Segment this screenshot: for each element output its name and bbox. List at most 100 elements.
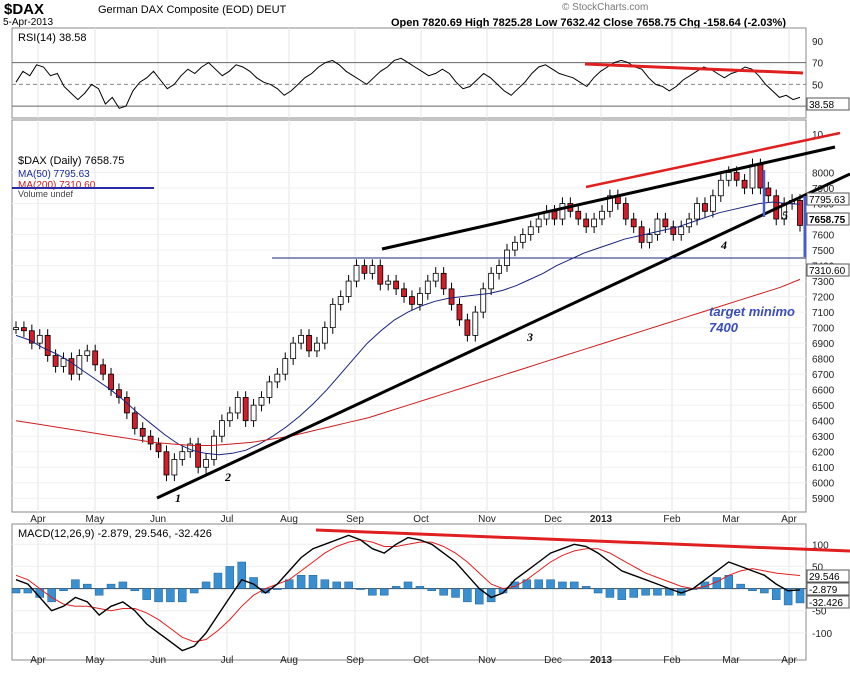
price-candle: [147, 435, 154, 445]
y-tick-label: -100: [812, 629, 832, 640]
macd-legend: MACD(12,26,9) -2.879, 29.546, -32.426: [18, 528, 212, 540]
x-tick-label: Oct: [413, 514, 429, 525]
macd-histogram-bar: [736, 583, 745, 589]
macd-histogram-bar: [534, 579, 543, 589]
price-candle: [757, 164, 764, 189]
y-tick-label: 6100: [812, 463, 835, 474]
price-candle: [385, 280, 392, 285]
macd-histogram-bar: [771, 588, 781, 600]
macd-line: [15, 534, 801, 652]
macd-histogram-bar: [368, 588, 377, 596]
price-candle: [218, 420, 225, 437]
price-candle: [464, 319, 471, 336]
macd-histogram-bar: [617, 588, 627, 600]
price-candle: [472, 311, 479, 336]
macd-histogram-bar: [356, 588, 365, 590]
y-tick-label: 7500: [812, 246, 835, 257]
price-candle: [717, 179, 724, 197]
price-divergence-line: [585, 131, 841, 189]
price-candle: [678, 226, 685, 235]
symbol-title: $DAX: [4, 1, 45, 18]
x-tick-label: Jul: [221, 655, 234, 666]
macd-histogram-bar: [593, 588, 603, 594]
price-candle: [139, 428, 146, 437]
macd-histogram-bar: [201, 581, 211, 589]
y-tick-label: -50: [812, 607, 827, 618]
y-tick-label: 8000: [812, 169, 835, 180]
price-candle: [36, 334, 43, 344]
macd-last-box: [806, 569, 850, 583]
ma200-line: [15, 278, 801, 446]
macd-histogram-bar: [795, 588, 805, 604]
macd-histogram-bar: [178, 588, 187, 603]
price-candle: [512, 241, 518, 251]
x-tick-label: Aug: [280, 655, 298, 666]
x-tick-label: Jun: [150, 655, 166, 666]
price-candle: [702, 203, 708, 212]
price-candle: [258, 397, 265, 406]
macd-last-value: -32.426: [809, 598, 843, 609]
x-tick-label: Feb: [663, 655, 681, 666]
x-tick-label: May: [86, 655, 105, 666]
macd-histogram-bar: [379, 588, 389, 596]
macd-histogram-bar: [118, 581, 128, 589]
price-candle: [306, 334, 312, 352]
wave-label: 1: [175, 491, 181, 505]
macd-histogram-bar: [427, 588, 437, 592]
price-candle: [290, 342, 297, 360]
y-tick-label: 70: [812, 59, 824, 70]
price-candle: [765, 187, 772, 197]
y-tick-label: 6700: [812, 370, 835, 381]
macd-histogram-bar: [35, 588, 45, 598]
price-legend-volume: Volume undef: [18, 189, 74, 199]
price-legend-ma50: MA(50) 7795.63: [18, 169, 90, 180]
price-candle: [68, 358, 75, 375]
y-tick-label: 50: [812, 80, 824, 91]
x-tick-label: Aug: [280, 514, 298, 525]
ma50-line: [15, 201, 801, 456]
macd-last-value: -2.879: [809, 585, 838, 596]
rsi-legend: RSI(14) 38.58: [18, 32, 86, 44]
x-tick-label: Jun: [150, 514, 166, 525]
wave-label: 5: [782, 208, 788, 222]
price-candle: [559, 203, 566, 220]
index-name: German DAX Composite (EOD) DEUT: [98, 4, 287, 16]
price-candle: [670, 226, 677, 235]
macd-histogram-bar: [439, 588, 448, 596]
price-candle: [488, 272, 495, 290]
rsi-line: [15, 57, 801, 109]
price-candle: [337, 296, 344, 305]
price-last-box: [806, 192, 850, 206]
x-tick-label: Nov: [478, 514, 496, 525]
price-candle: [353, 265, 360, 282]
macd-histogram-bar: [344, 581, 353, 589]
x-tick-label: Mar: [722, 655, 740, 666]
macd-histogram-bar: [320, 579, 330, 589]
price-candle: [21, 327, 27, 332]
price-candle: [409, 296, 415, 305]
wave-label: 4: [720, 238, 727, 252]
price-candle: [195, 443, 202, 468]
y-tick-label: 6500: [812, 401, 835, 412]
price-candle: [345, 280, 352, 298]
y-tick-label: 6400: [812, 417, 835, 428]
price-candle: [575, 210, 582, 220]
price-candle: [13, 327, 19, 331]
macd-histogram-bar: [510, 581, 520, 589]
price-candle: [234, 397, 241, 414]
price-candle: [797, 200, 803, 226]
copyright: © StockCharts.com: [562, 2, 649, 13]
price-legend-main: $DAX (Daily) 7658.75: [18, 155, 124, 167]
x-tick-label: Sep: [346, 655, 364, 666]
macd-histogram-bar: [11, 588, 21, 594]
y-tick-label: 7300: [812, 277, 835, 288]
price-candle: [733, 172, 740, 181]
price-candle: [60, 358, 67, 367]
price-last-value: 7795.63: [809, 195, 846, 206]
macd-histogram-bar: [653, 588, 662, 596]
y-tick-label: 10: [812, 130, 824, 141]
macd-histogram-bar: [154, 588, 163, 603]
price-candle: [646, 234, 653, 243]
x-tick-label: Nov: [478, 655, 496, 666]
macd-histogram-bar: [59, 588, 68, 592]
